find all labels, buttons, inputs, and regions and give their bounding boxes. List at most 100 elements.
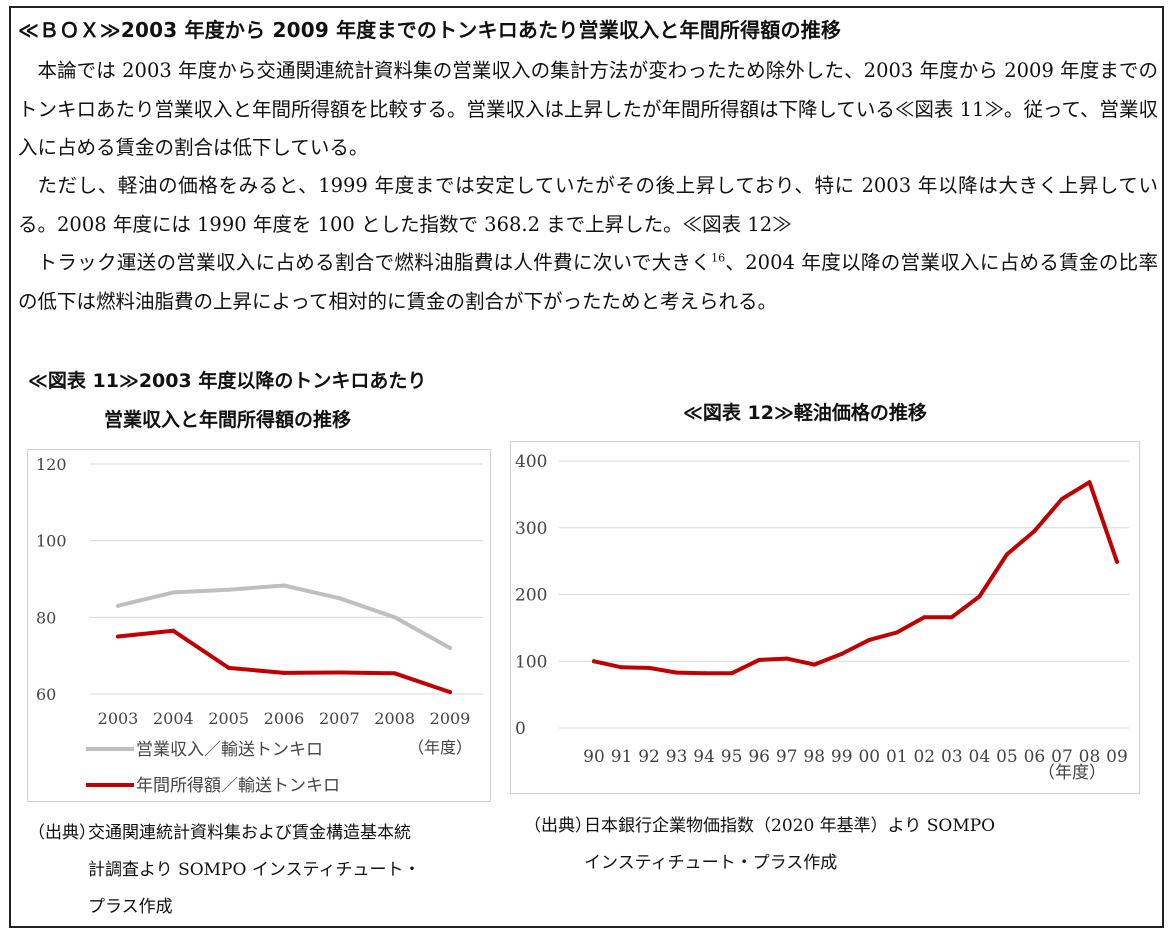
fig12-xtick-label: 01 [886, 747, 908, 767]
fig12-xtick-label: 00 [858, 747, 880, 767]
fig12-title: ≪図表 12≫軽油価格の推移 [683, 402, 927, 424]
fig11-legend-label-1: 年間所得額／輸送トンキロ [136, 776, 340, 796]
fig11-data-point [282, 670, 286, 675]
fig11-ytick-label: 100 [36, 532, 67, 551]
fig11-source-line1: 交通関連統計資料集および賃金構造基本統 [88, 823, 411, 843]
fig12-ytick-label: 100 [515, 652, 547, 672]
paragraph-3-part-b: 、2004 年度以降の営業収入に占める賃金の比率の低下は燃料油脂費の上昇によって… [18, 251, 1158, 313]
fig12-source: （出典） 日本銀行企業物価指数（2020 年基準）より SOMPO インスティチ… [524, 811, 1084, 881]
fig12-xtick-label: 92 [638, 747, 660, 767]
fig12-data-point [592, 659, 596, 664]
fig11-xtick-label: 2008 [374, 709, 415, 728]
fig12-source-label: （出典） [524, 816, 592, 836]
fig11-source: （出典） 交通関連統計資料集および賃金構造基本統 計調査より SOMPO インス… [28, 818, 498, 918]
fig11-xtick-label: 2004 [153, 709, 194, 728]
fig12-xtick-label: 97 [776, 747, 798, 767]
fig12-xtick-label: 99 [831, 747, 853, 767]
fig11-data-point [392, 671, 397, 676]
fig12-data-point [1004, 552, 1009, 557]
fig12-data-point [1059, 497, 1064, 502]
fig12-data-point [894, 630, 899, 635]
fig12-ytick-label: 300 [515, 519, 547, 539]
fig12-xtick-label: 06 [1024, 747, 1046, 767]
fig12-data-point [729, 671, 734, 676]
fig12-data-point [1032, 529, 1037, 534]
paragraph-2: ただし、軽油の価格をみると、1999 年度までは安定していたがその後上昇しており… [18, 174, 1158, 236]
fig11-data-point [448, 690, 452, 695]
fig11-data-point [337, 670, 342, 675]
fig12-ytick-label: 0 [515, 719, 526, 739]
fig11-chart-frame: 60 80 100 120 2003 2004 2005 2006 2007 2008 2009 （年… [27, 449, 491, 802]
fig11-series-line-0 [116, 583, 452, 650]
fig11-data-point [171, 628, 176, 633]
fig12-data-point [839, 651, 844, 656]
fig12-xtick-label: 94 [693, 747, 715, 767]
fig11-series-line-1 [116, 628, 452, 695]
fig11-title-line1: ≪図表 11≫2003 年度以降のトンキロあたり [28, 370, 427, 392]
fig12-xtick-label: 98 [803, 747, 825, 767]
fig12-xtick-label: 08 [1079, 747, 1101, 767]
paragraph-3-part-a: トラック運送の営業収入に占める割合で燃料油脂費は人件費に次いで大きく [37, 251, 712, 274]
paragraph-1: 本論では 2003 年度から交通関連統計資料集の営業収入の集計方法が変わったため… [18, 59, 1158, 159]
fig12-data-point [619, 665, 624, 670]
fig11-data-point [226, 587, 231, 592]
fig12-xtick-label: 91 [611, 747, 633, 767]
fig11-ytick-label: 120 [36, 455, 67, 474]
fig11-source-line3: プラス作成 [88, 897, 173, 917]
fig12-xtick-label: 02 [913, 747, 935, 767]
fig12-data-point [812, 662, 817, 667]
fig12-xtick-label: 95 [721, 747, 743, 767]
fig12-data-point [977, 594, 982, 599]
fig11-ytick-label: 80 [36, 608, 56, 627]
fig12-xtick-label: 93 [666, 747, 688, 767]
fig12-line-chart: 0 100 200 300 400 90 91 92 93 94 95 96 97 98 99 00 01 02 0… [515, 452, 1129, 783]
fig12-xtick-label: 90 [583, 747, 605, 767]
fig12-data-point [1115, 559, 1119, 564]
fig11-title-line2: 営業収入と年間所得額の推移 [104, 409, 352, 431]
fig11-legend-label-0: 営業収入／輸送トンキロ [136, 740, 323, 760]
box-frame [9, 6, 1164, 928]
fig12-data-point [922, 615, 927, 620]
fig11-source-label: （出典） [28, 823, 96, 843]
fig11-data-point [116, 603, 120, 608]
fig11-ytick-label: 60 [36, 685, 56, 704]
fig12-ytick-label: 200 [515, 586, 547, 606]
fig12-data-point [784, 656, 789, 661]
fig12-xtick-label: 05 [996, 747, 1018, 767]
fig12-xtick-label: 04 [969, 747, 991, 767]
fig12-data-point [867, 637, 872, 642]
fig11-xtick-label: 2007 [319, 709, 360, 728]
fig12-data-point [674, 670, 679, 675]
fig12-x-unit-label: （年度） [1038, 763, 1106, 783]
fig11-data-point [226, 665, 231, 670]
fig11-line-chart: 60 80 100 120 2003 2004 2005 2006 2007 2008 2009 （年… [36, 455, 483, 796]
fig11-xtick-label: 2009 [430, 709, 471, 728]
fig11-data-point [392, 615, 397, 620]
fig11-data-point [116, 634, 120, 639]
fig12-chart-frame: 0 100 200 300 400 90 91 92 93 94 95 96 97 98 99 00 01 02 0… [510, 441, 1140, 794]
fig12-data-point [647, 665, 652, 670]
fig12-source-line1: 日本銀行企業物価指数（2020 年基準）より SOMPO [584, 816, 996, 836]
fig12-ytick-label: 400 [515, 452, 547, 472]
fig11-x-unit-label: （年度） [408, 738, 472, 757]
box-title: ≪ＢＯＸ≫2003 年度から 2009 年度までのトンキロあたり営業収入と年間所… [18, 18, 842, 42]
fig12-data-point [1087, 480, 1092, 485]
fig12-xtick-label: 03 [941, 747, 963, 767]
footnote-ref: 16 [711, 251, 726, 265]
fig11-source-line2: 計調査より SOMPO インスティチュート・ [88, 860, 421, 880]
fig11-data-point [171, 590, 176, 595]
paragraph-3: トラック運送の営業収入に占める割合で燃料油脂費は人件費に次いで大きく16、200… [18, 244, 1158, 321]
fig12-source-line2: インスティチュート・プラス作成 [584, 853, 838, 873]
fig12-data-point [949, 615, 954, 620]
fig11-xtick-label: 2005 [208, 709, 249, 728]
fig12-xtick-label: 96 [748, 747, 770, 767]
fig11-data-point [282, 583, 286, 588]
fig12-series-line-0 [592, 480, 1119, 676]
fig11-xtick-label: 2006 [264, 709, 305, 728]
fig11-data-point [448, 646, 452, 650]
fig12-data-point [702, 671, 707, 676]
fig11-data-point [337, 596, 342, 601]
fig12-xtick-label: 09 [1106, 747, 1128, 767]
fig12-xtick-label: 07 [1051, 747, 1073, 767]
fig11-xtick-label: 2003 [98, 709, 139, 728]
